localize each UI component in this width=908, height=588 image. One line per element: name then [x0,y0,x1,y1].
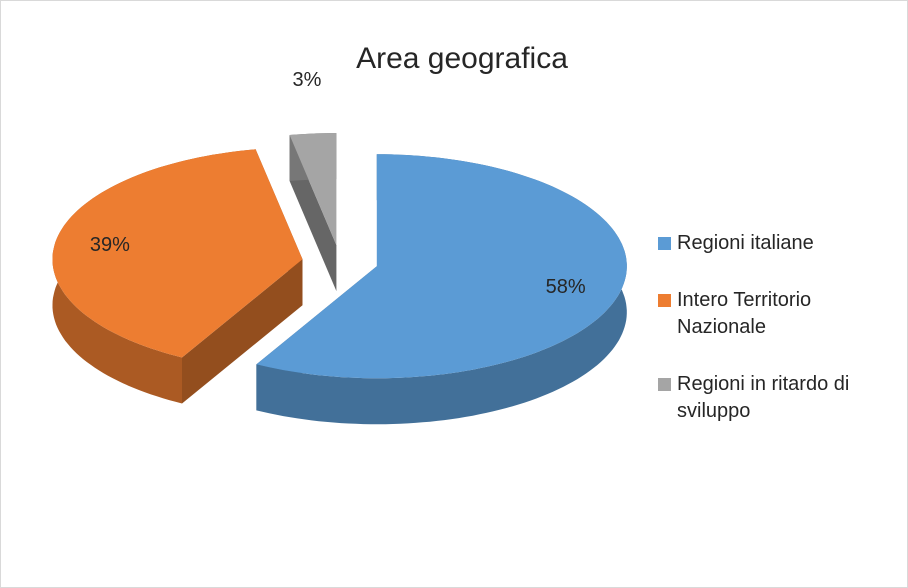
legend-swatch [658,378,671,391]
slice-side [182,259,303,404]
data-label: 39% [90,234,130,256]
legend-label: Regioni italiane [677,232,814,254]
data-label: 3% [293,69,322,91]
slice [256,154,627,379]
slice [289,133,337,246]
legend-swatch [658,237,671,250]
slice [52,149,303,358]
data-label: 58% [546,276,586,298]
legend-swatch [658,294,671,307]
legend-item: Regioni italiane [658,230,893,257]
chart-title: Area geografica [356,42,568,75]
legend-label: Intero Territorio Nazionale [677,289,812,338]
legend-label: Regioni in ritardo di sviluppo [677,373,850,422]
legend-item: Regioni in ritardo di sviluppo [658,371,893,425]
legend-item: Intero Territorio Nazionale [658,287,893,341]
